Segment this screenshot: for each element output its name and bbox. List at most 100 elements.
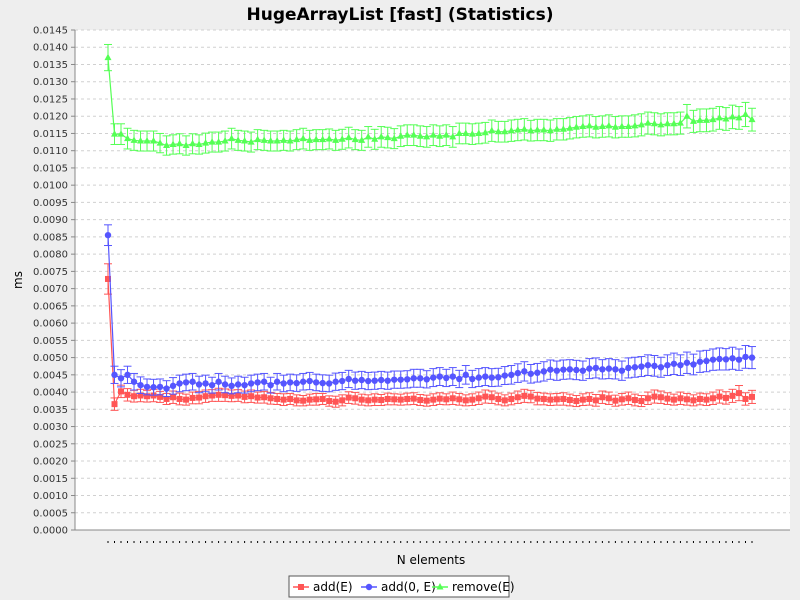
data-point [501,127,509,135]
data-point [228,134,236,142]
y-tick-label: 0.0055 [33,336,68,347]
data-point [612,397,619,404]
data-point [150,137,158,144]
data-point [657,120,665,128]
data-point [631,397,638,403]
data-point [638,363,645,370]
data-point [105,275,111,282]
data-point [482,373,489,380]
data-point [247,138,255,145]
data-point [163,395,170,402]
data-point [572,123,580,130]
legend-box [288,575,510,598]
y-tick-label: 0.0040 [33,388,68,399]
data-point [260,378,268,385]
data-point [338,377,346,385]
data-point [273,137,281,144]
data-point [208,381,216,389]
data-point [631,121,639,129]
data-point [273,378,281,385]
y-tick-label: 0.0010 [33,491,68,502]
data-point [559,125,567,132]
data-point [749,393,755,400]
data-point [527,393,534,400]
data-point [117,375,125,382]
data-point [325,380,333,387]
data-point [599,366,606,373]
data-point [104,53,112,61]
y-tick-label: 0.0050 [33,353,68,364]
data-point [728,112,736,120]
data-point [221,381,229,388]
data-point [111,371,118,379]
data-point [631,364,639,371]
data-point [391,396,398,403]
data-point [696,116,704,123]
data-point [351,135,359,143]
data-point [443,374,450,382]
data-point [488,394,495,401]
data-point [566,397,573,403]
data-point [267,381,274,389]
data-point [651,393,658,400]
data-point [332,378,339,385]
data-point [664,395,671,402]
data-point [735,113,743,121]
data-point [748,354,756,361]
data-point [417,397,424,403]
data-point [709,115,717,123]
data-point [169,140,177,147]
data-point [703,357,710,365]
data-point [117,130,125,137]
data-point [371,396,378,403]
y-tick-label: 0.0060 [33,319,68,330]
data-point [624,122,632,130]
data-point [592,123,600,130]
data-point [462,397,469,404]
data-point [729,392,736,399]
data-point [280,136,288,143]
data-point [533,126,541,133]
data-point [729,355,736,362]
data-point [182,141,190,149]
data-point [469,396,476,403]
data-point [644,395,651,402]
data-point [365,377,372,385]
data-point [403,131,411,138]
data-point [722,356,730,363]
data-point [546,126,554,134]
y-tick-label: 0.0065 [33,301,68,312]
x-axis-ticks [107,541,753,543]
data-point [267,395,274,402]
data-point [345,394,352,401]
data-point [748,115,756,123]
data-point [677,361,684,369]
data-point [690,361,697,368]
y-tick-label: 0.0045 [33,370,68,381]
y-tick-label: 0.0085 [33,232,68,243]
data-point [391,376,398,383]
data-point [423,397,430,404]
data-point [339,397,346,404]
data-point [475,374,482,381]
y-tick-label: 0.0120 [33,112,68,123]
data-point [534,369,541,376]
data-point [182,379,190,386]
data-point [293,397,300,404]
data-point [156,139,164,146]
data-point [169,382,177,390]
data-point [592,364,600,372]
series-group [104,43,756,411]
y-tick-label: 0.0035 [33,405,68,416]
data-point [131,393,138,400]
series-line [107,57,753,147]
data-point [286,137,294,144]
data-point [689,117,697,124]
series-1 [104,224,756,398]
data-point [547,396,554,403]
data-point [462,129,470,136]
data-point [228,382,235,390]
data-point [553,125,561,132]
data-point [741,110,749,117]
data-point [683,112,691,119]
